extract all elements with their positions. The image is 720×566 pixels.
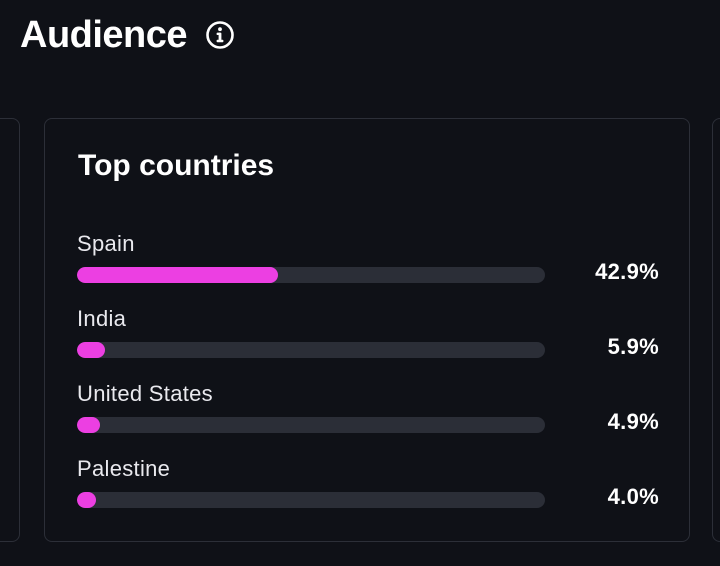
previous-card-edge[interactable] xyxy=(0,118,20,542)
card-title: Top countries xyxy=(78,149,275,182)
country-percent: 5.9% xyxy=(607,334,659,359)
progress-track xyxy=(77,342,545,358)
progress-fill xyxy=(77,417,100,433)
country-label: India xyxy=(77,306,127,331)
progress-track xyxy=(77,417,545,433)
country-label: United States xyxy=(77,381,213,406)
country-list: Spain 42.9% India 5.9% United States 4.9… xyxy=(77,231,659,531)
audience-header: Audience xyxy=(20,10,235,60)
country-label: Spain xyxy=(77,231,135,256)
progress-fill xyxy=(77,342,105,358)
page-title: Audience xyxy=(20,13,188,56)
progress-track xyxy=(77,492,545,508)
country-percent: 4.0% xyxy=(607,484,659,509)
progress-fill xyxy=(77,492,96,508)
country-percent: 4.9% xyxy=(607,409,659,434)
country-row: United States 4.9% xyxy=(77,381,659,456)
next-card-edge[interactable] xyxy=(712,118,720,542)
country-label: Palestine xyxy=(77,456,171,481)
country-row: Spain 42.9% xyxy=(77,231,659,306)
top-countries-card: Top countries Spain 42.9% India 5.9% Uni… xyxy=(44,118,690,542)
progress-fill xyxy=(77,267,278,283)
country-row: India 5.9% xyxy=(77,306,659,381)
info-icon[interactable] xyxy=(205,20,235,50)
country-row: Palestine 4.0% xyxy=(77,456,659,531)
progress-track xyxy=(77,267,545,283)
country-percent: 42.9% xyxy=(595,259,659,284)
